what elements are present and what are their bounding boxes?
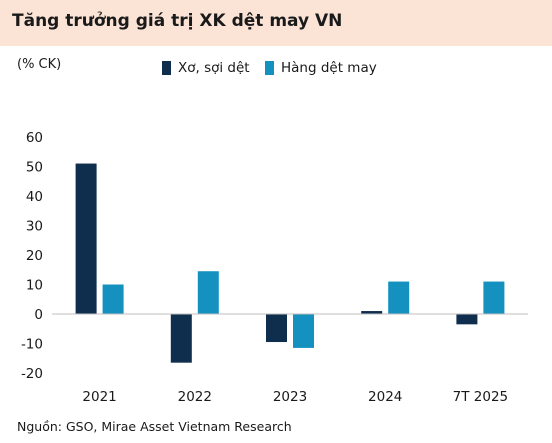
x-tick-label: 2024 [368,389,402,405]
bar [266,314,287,343]
bar [75,163,97,314]
y-tick-label: -20 [21,366,43,382]
x-tick-label: 2023 [273,389,307,405]
y-tick-label: 10 [26,278,43,294]
x-tick-label: 2022 [178,389,212,405]
y-tick-label: 60 [26,130,43,146]
bar [293,314,314,348]
legend-item-xo-soi-det: Xơ, sợi dệt [162,60,250,76]
y-tick-label: -10 [21,337,43,353]
bar [197,271,219,314]
legend-label: Hàng dệt may [281,60,377,76]
bar [361,311,383,314]
chart-title: Tăng trưởng giá trị XK dệt may VN [12,11,343,31]
x-tick-label: 7T 2025 [453,389,508,405]
legend-item-hang-det-may: Hàng dệt may [265,60,377,76]
bar [102,284,124,314]
x-tick-label: 2021 [82,389,116,405]
source-note: Nguồn: GSO, Mirae Asset Vietnam Research [17,419,292,434]
y-tick-label: 50 [26,160,43,176]
bar [170,314,192,363]
y-tick-label: 20 [26,248,43,264]
legend-swatch [162,61,171,75]
legend-label: Xơ, sợi dệt [178,60,250,76]
bar [456,314,478,325]
y-unit-label: (% CK) [17,57,62,72]
bar [388,281,410,314]
legend-swatch [265,61,274,75]
bar [483,281,505,314]
y-tick-label: 0 [34,307,43,323]
title-bar: Tăng trưởng giá trị XK dệt may VN [0,0,552,46]
y-tick-label: 40 [26,189,43,205]
y-tick-label: 30 [26,219,43,235]
